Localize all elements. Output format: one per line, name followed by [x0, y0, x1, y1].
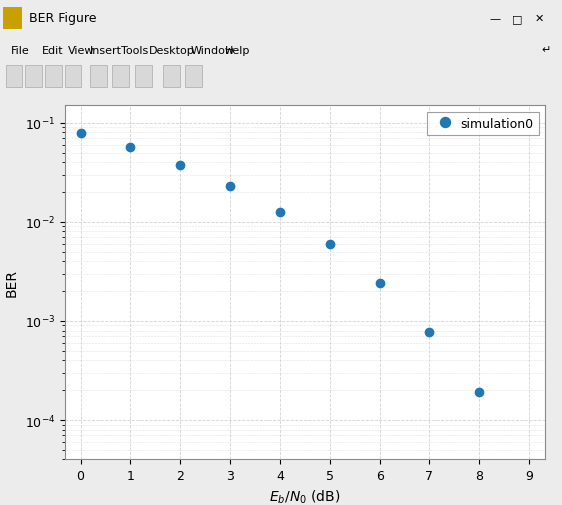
- Text: Help: Help: [225, 45, 250, 56]
- Bar: [65, 66, 81, 88]
- Text: ✕: ✕: [535, 14, 544, 24]
- Text: □: □: [512, 14, 522, 24]
- simulation0: [127, 145, 134, 151]
- simulation0: [77, 131, 84, 137]
- simulation0: [526, 464, 533, 470]
- Text: View: View: [67, 45, 94, 56]
- Bar: [135, 66, 152, 88]
- Bar: [3, 8, 22, 30]
- simulation0: [226, 184, 233, 190]
- Bar: [6, 66, 22, 88]
- Text: ↵: ↵: [541, 45, 551, 56]
- simulation0: [177, 163, 184, 169]
- Text: BER Figure: BER Figure: [29, 13, 97, 25]
- Y-axis label: BER: BER: [5, 269, 19, 297]
- Text: Window: Window: [191, 45, 235, 56]
- Bar: [45, 66, 62, 88]
- simulation0: [476, 389, 483, 395]
- Bar: [25, 66, 42, 88]
- Text: File: File: [11, 45, 30, 56]
- Bar: [112, 66, 129, 88]
- Bar: [185, 66, 202, 88]
- Bar: [90, 66, 107, 88]
- Legend: simulation0: simulation0: [427, 112, 539, 135]
- simulation0: [327, 241, 333, 247]
- Text: Tools: Tools: [121, 45, 148, 56]
- Line: simulation0: simulation0: [76, 130, 533, 471]
- X-axis label: $E_b/N_0$ (dB): $E_b/N_0$ (dB): [269, 488, 341, 505]
- simulation0: [377, 281, 383, 287]
- Text: Edit: Edit: [42, 45, 64, 56]
- Text: —: —: [489, 14, 500, 24]
- Bar: [163, 66, 180, 88]
- simulation0: [426, 329, 433, 335]
- simulation0: [277, 210, 283, 216]
- Text: Insert: Insert: [90, 45, 122, 56]
- Text: Desktop: Desktop: [149, 45, 194, 56]
